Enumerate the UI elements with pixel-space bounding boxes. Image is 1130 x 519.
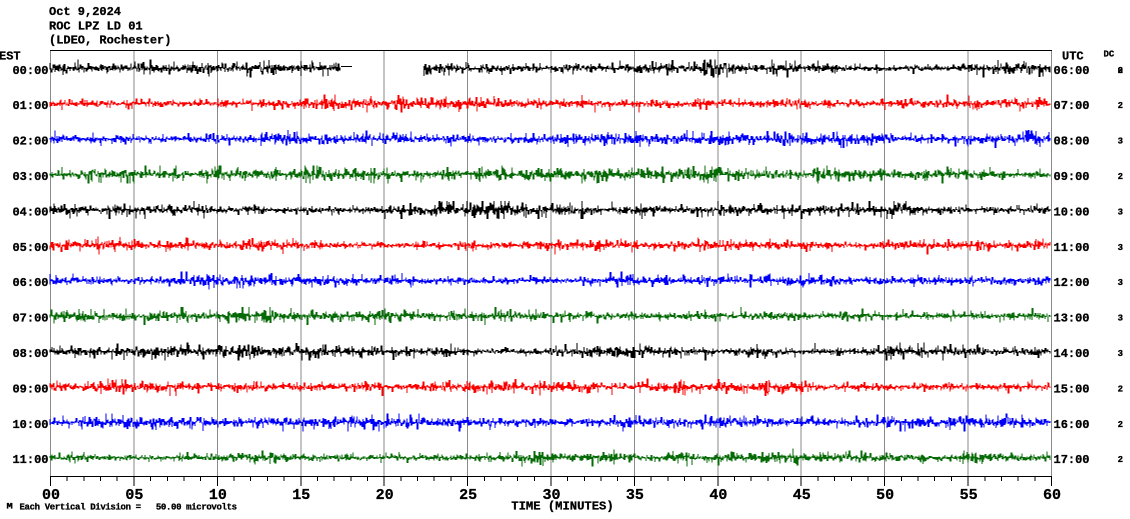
- svg-text:15:00: 15:00: [1054, 382, 1090, 396]
- svg-text:2: 2: [1118, 420, 1123, 430]
- svg-text:03:00: 03:00: [12, 170, 48, 184]
- svg-text:DC: DC: [1104, 50, 1115, 60]
- svg-text:10:00: 10:00: [1054, 205, 1090, 219]
- svg-text:2: 2: [1118, 66, 1123, 76]
- svg-text:05: 05: [125, 487, 143, 504]
- svg-text:11:00: 11:00: [12, 453, 48, 467]
- svg-text:01:00: 01:00: [12, 99, 48, 113]
- svg-text:(LDEO, Rochester): (LDEO, Rochester): [49, 34, 171, 48]
- svg-text:00: 00: [42, 487, 60, 504]
- svg-text:08:00: 08:00: [1054, 135, 1090, 149]
- svg-text:Oct 9,2024: Oct 9,2024: [49, 5, 121, 19]
- svg-text:35: 35: [626, 487, 644, 504]
- svg-text:09:00: 09:00: [12, 382, 48, 396]
- svg-text:16:00: 16:00: [1054, 418, 1090, 432]
- svg-text:10: 10: [209, 487, 227, 504]
- svg-text:2: 2: [1118, 101, 1123, 111]
- svg-text:2: 2: [1118, 455, 1123, 465]
- svg-text:M: M: [7, 503, 13, 512]
- svg-text:14:00: 14:00: [1054, 347, 1090, 361]
- svg-text:60: 60: [1043, 487, 1061, 504]
- svg-text:2: 2: [1118, 172, 1123, 182]
- svg-text:02:00: 02:00: [12, 135, 48, 149]
- svg-text:EST: EST: [0, 50, 21, 64]
- svg-text:07:00: 07:00: [1054, 99, 1090, 113]
- svg-text:00:00: 00:00: [12, 64, 48, 78]
- svg-text:06:00: 06:00: [1054, 64, 1090, 78]
- svg-text:Each Vertical Division = 50.: Each Vertical Division = 50.00 microvolt…: [20, 502, 237, 512]
- svg-text:40: 40: [709, 487, 727, 504]
- svg-text:12:00: 12:00: [1054, 276, 1090, 290]
- svg-text:17:00: 17:00: [1054, 453, 1090, 467]
- svg-text:3: 3: [1118, 207, 1123, 217]
- svg-text:08:00: 08:00: [12, 347, 48, 361]
- svg-text:3: 3: [1118, 137, 1123, 147]
- svg-text:3: 3: [1118, 349, 1123, 359]
- svg-text:09:00: 09:00: [1054, 170, 1090, 184]
- svg-text:13:00: 13:00: [1054, 312, 1090, 326]
- svg-text:50: 50: [876, 487, 894, 504]
- svg-text:55: 55: [960, 487, 978, 504]
- svg-text:25: 25: [459, 487, 477, 504]
- svg-text:2: 2: [1118, 384, 1123, 394]
- svg-text:10:00: 10:00: [12, 418, 48, 432]
- svg-text:3: 3: [1118, 243, 1123, 253]
- svg-text:3: 3: [1118, 314, 1123, 324]
- svg-text:3: 3: [1118, 278, 1123, 288]
- svg-text:UTC: UTC: [1062, 50, 1084, 64]
- svg-text:05:00: 05:00: [12, 241, 48, 255]
- svg-text:04:00: 04:00: [12, 205, 48, 219]
- svg-text:TIME (MINUTES): TIME (MINUTES): [511, 500, 613, 514]
- svg-text:0: 0: [1118, 66, 1123, 76]
- svg-text:ROC LPZ LD 01: ROC LPZ LD 01: [49, 19, 143, 33]
- svg-text:06:00: 06:00: [12, 276, 48, 290]
- svg-text:30: 30: [542, 487, 560, 504]
- svg-text:20: 20: [376, 487, 394, 504]
- svg-text:11:00: 11:00: [1054, 241, 1090, 255]
- svg-text:15: 15: [292, 487, 310, 504]
- svg-text:07:00: 07:00: [12, 312, 48, 326]
- svg-text:45: 45: [793, 487, 811, 504]
